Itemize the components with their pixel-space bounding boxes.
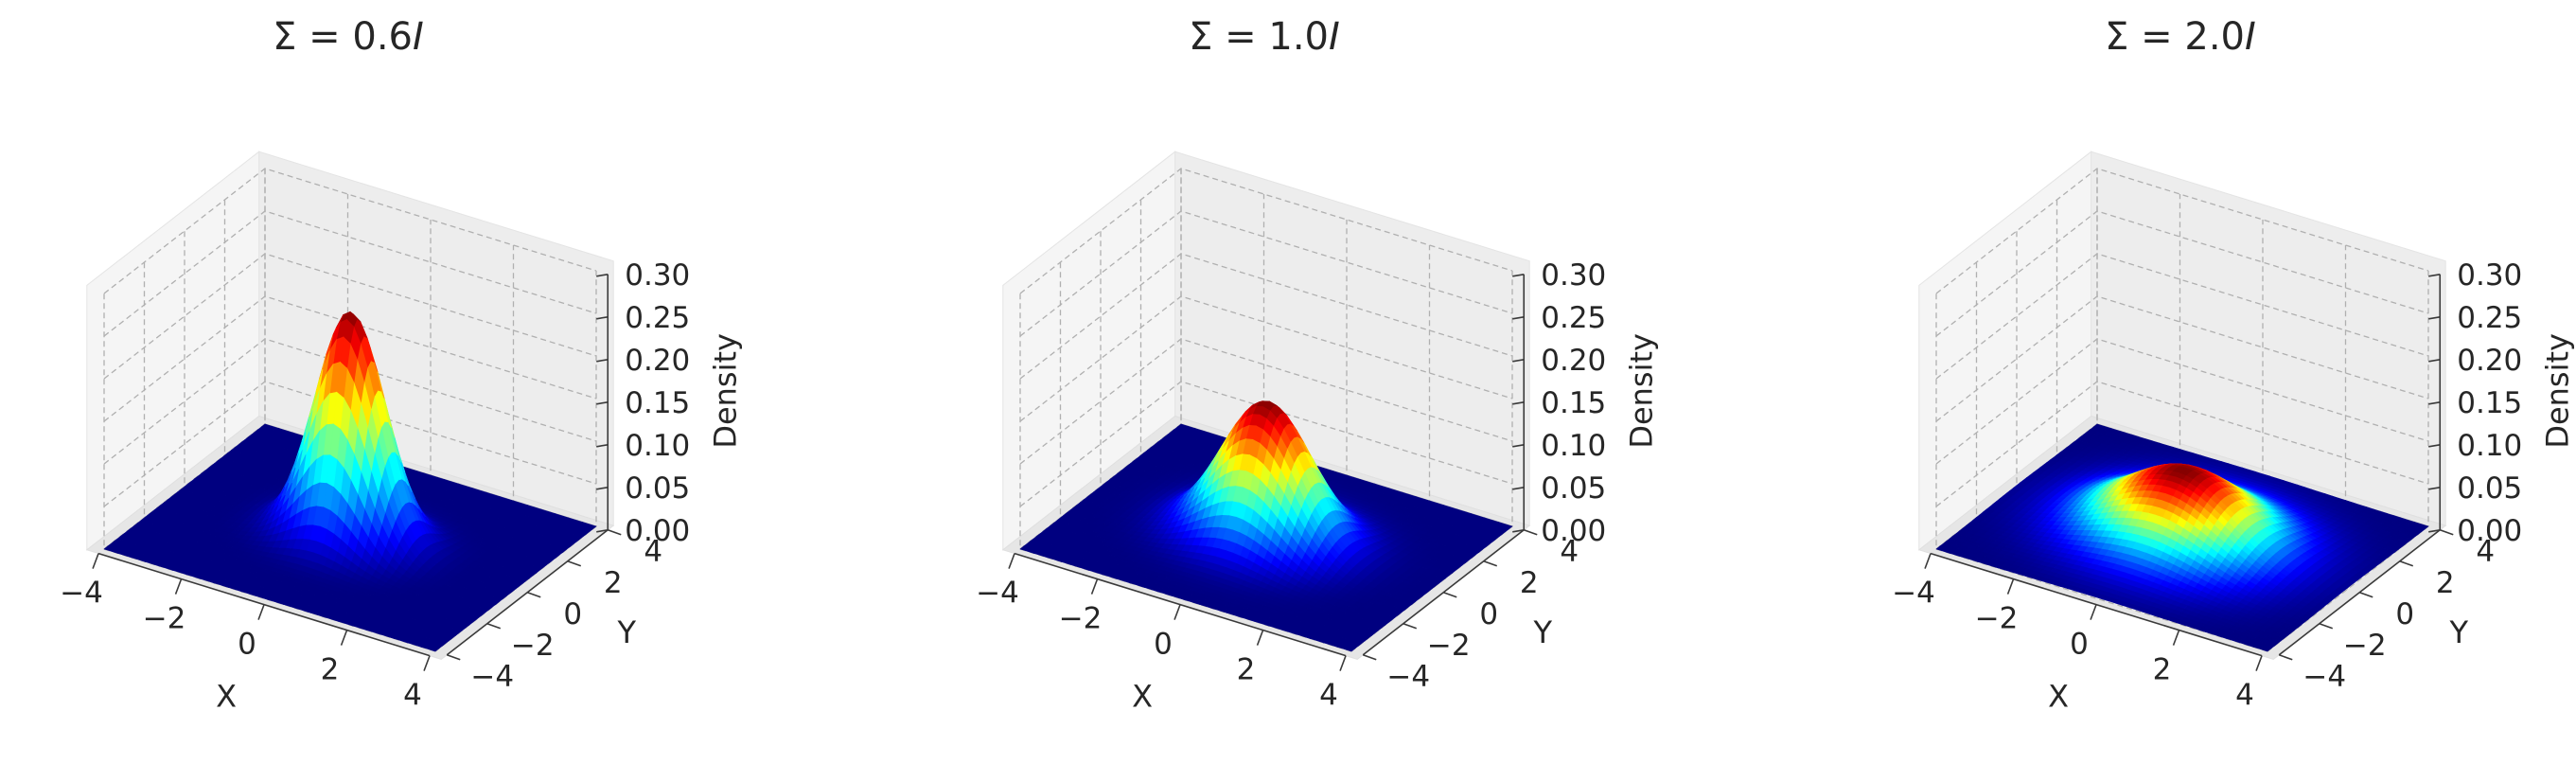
y-tick-label: 0	[563, 597, 582, 631]
x-tick-label: −4	[60, 577, 103, 611]
x-tick-label: 4	[403, 679, 422, 713]
z-tick-label: 0.25	[625, 301, 690, 335]
x-tick-label: −2	[1059, 602, 1103, 636]
grid-z-1	[103, 381, 597, 507]
surface-0	[103, 311, 597, 652]
x-tick-label: 0	[238, 628, 256, 662]
x-tick-label: 0	[1154, 628, 1173, 662]
y-tick-label: −4	[470, 660, 514, 694]
x-tick-label: 4	[1319, 679, 1338, 713]
chart-title: Σ = 1.0I	[1189, 15, 1340, 59]
y-tick-label: −2	[1427, 629, 1471, 663]
z-tick-label: 0.05	[1541, 471, 1606, 506]
z-tick-label: 0.00	[625, 514, 690, 548]
z-tick-label: 0.00	[1541, 514, 1606, 548]
grid-z-2	[103, 338, 597, 465]
x-axis-label: X	[216, 679, 237, 715]
z-tick-label: 0.30	[1541, 258, 1606, 293]
z-tick-label: 0.15	[1541, 386, 1606, 420]
grid-z-6	[103, 168, 597, 294]
z-axis-label: Density	[1623, 333, 1659, 449]
y-tick-label: 2	[604, 566, 623, 600]
z-tick-label: 0.10	[625, 429, 690, 463]
x-tick-label: 2	[1237, 653, 1256, 687]
z-tick-label: 0.20	[1541, 344, 1606, 378]
y-tick-label: −2	[511, 629, 555, 663]
z-tick-label: 0.20	[625, 344, 690, 378]
grid-z-4	[103, 253, 597, 380]
grid-z-3	[103, 295, 597, 422]
panel-0: −4−2024−4−20240.000.050.100.150.200.250.…	[60, 15, 743, 715]
x-axis-label: X	[1132, 679, 1153, 715]
y-tick-label: −4	[1386, 660, 1430, 694]
chart-title: Σ = 0.6I	[273, 15, 424, 59]
x-tick-label: −2	[143, 602, 186, 636]
z-tick-label: 0.15	[625, 386, 690, 420]
z-tick-label: 0.30	[625, 258, 690, 293]
x-tick-label: 2	[321, 653, 340, 687]
z-tick-label: 0.25	[1541, 301, 1606, 335]
y-tick-label: 0	[1479, 597, 1498, 631]
z-tick-label: 0.10	[1541, 429, 1606, 463]
x-tick-label: −4	[976, 577, 1019, 611]
z-tick-label: 0.05	[625, 471, 690, 506]
grid-z-5	[103, 210, 597, 337]
y-axis-label: Y	[1532, 614, 1552, 650]
y-tick-label: 2	[1520, 566, 1539, 600]
z-axis-label: Density	[707, 333, 743, 449]
y-axis-label: Y	[616, 614, 636, 650]
